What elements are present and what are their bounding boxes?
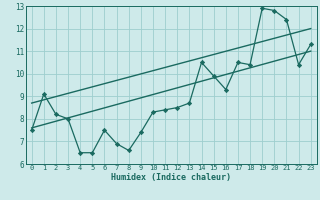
X-axis label: Humidex (Indice chaleur): Humidex (Indice chaleur) [111, 173, 231, 182]
